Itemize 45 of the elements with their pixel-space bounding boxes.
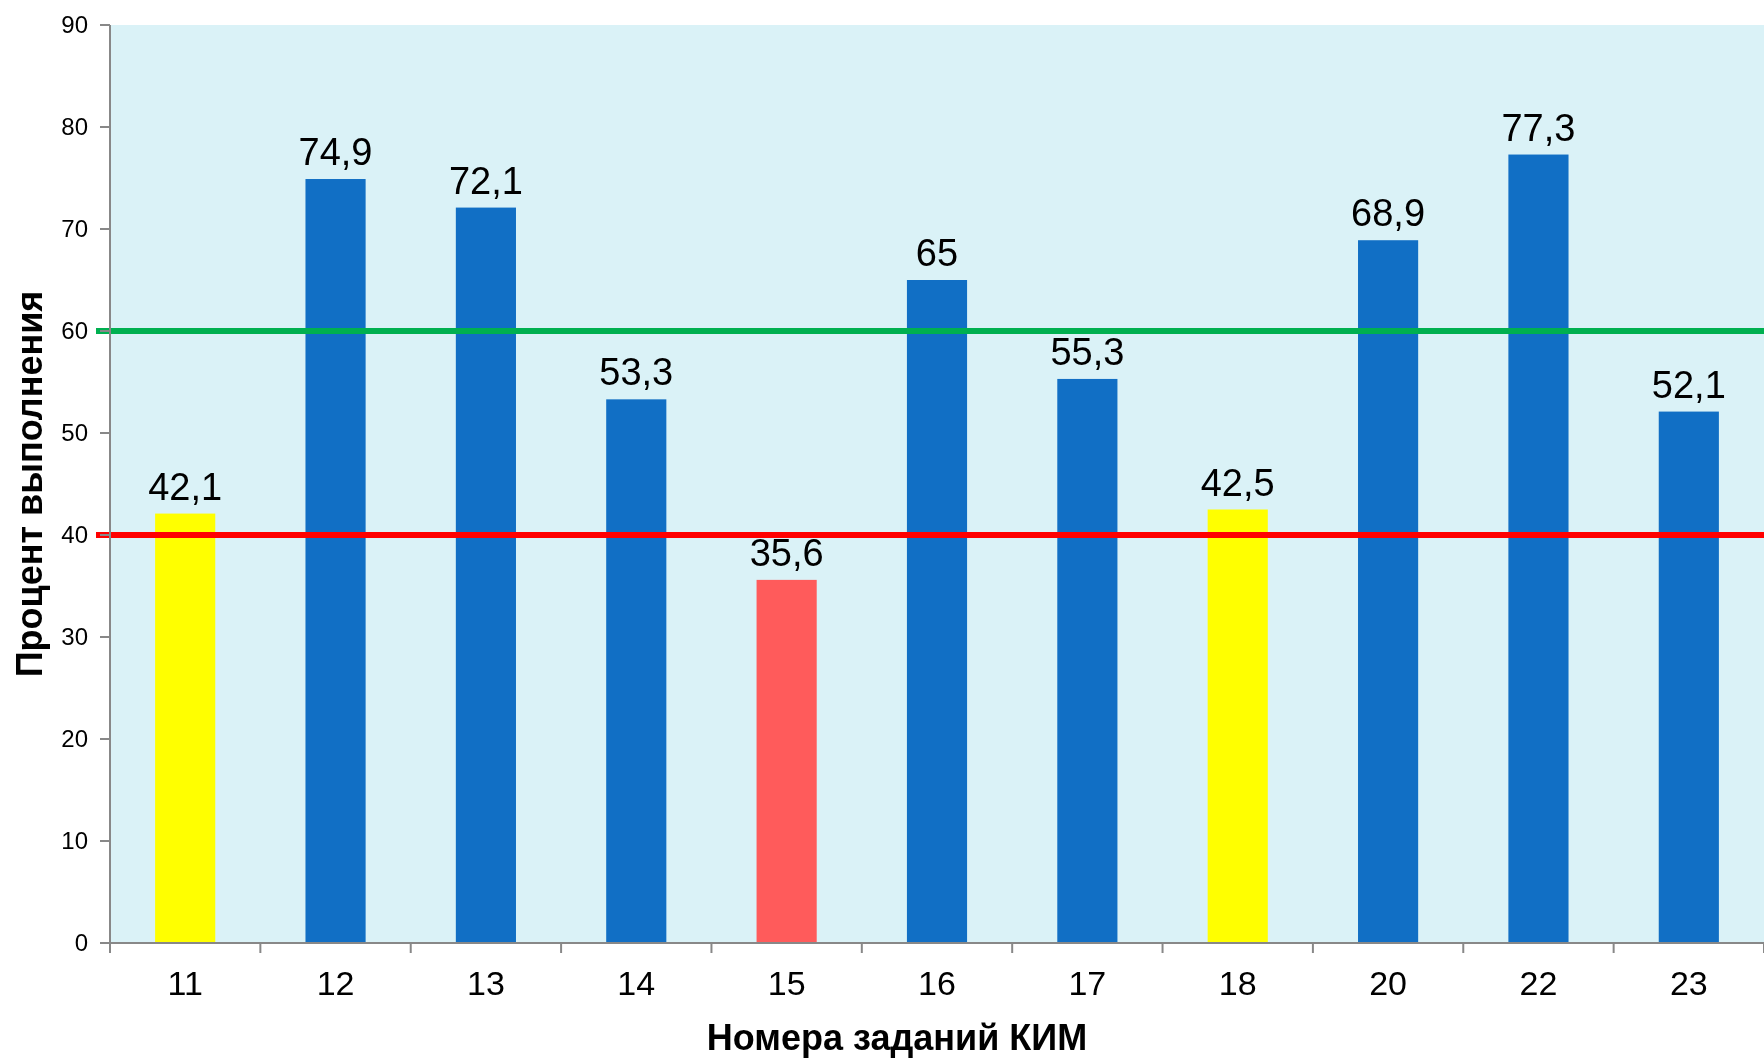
x-tick-label: 15	[767, 964, 806, 1002]
x-tick-label: 17	[1068, 964, 1107, 1002]
x-tick-label: 20	[1369, 964, 1408, 1002]
data-label: 35,6	[749, 531, 824, 574]
data-label: 72,1	[448, 159, 523, 202]
x-tick-label: 18	[1218, 964, 1257, 1002]
bar	[1057, 378, 1118, 943]
bar	[1207, 509, 1268, 943]
x-tick-label: 22	[1519, 964, 1558, 1002]
bar	[455, 207, 516, 943]
bar	[756, 579, 817, 943]
y-axis-title: Процент выполнения	[9, 290, 50, 678]
data-label: 77,3	[1501, 106, 1576, 149]
x-tick-label: 13	[467, 964, 505, 1002]
bar	[1658, 411, 1719, 943]
data-label: 53,3	[599, 351, 674, 394]
bar	[906, 280, 968, 943]
x-tick-label: 12	[316, 964, 355, 1002]
x-tick-label: 11	[167, 964, 203, 1002]
data-label: 55,3	[1050, 330, 1125, 373]
x-tick-label: 16	[918, 964, 956, 1002]
bar	[305, 179, 366, 943]
data-label: 65	[915, 232, 959, 274]
data-label: 42,1	[148, 465, 223, 508]
data-label: 42,5	[1200, 461, 1275, 504]
y-tick-label: 10	[61, 827, 88, 855]
bar	[155, 513, 216, 943]
y-tick-label: 80	[61, 113, 88, 141]
bar	[1358, 240, 1419, 943]
bar	[606, 399, 667, 943]
data-label: 74,9	[298, 131, 373, 174]
y-tick-label: 50	[61, 419, 88, 447]
y-tick-label: 70	[61, 215, 88, 243]
y-tick-label: 60	[61, 317, 88, 345]
x-tick-label: 23	[1669, 964, 1708, 1002]
y-tick-label: 20	[61, 725, 88, 753]
x-tick-label: 14	[617, 964, 656, 1002]
y-tick-label: 0	[74, 929, 88, 957]
y-tick-label: 90	[61, 11, 88, 39]
data-label: 68,9	[1351, 192, 1426, 235]
y-tick-label: 40	[61, 521, 88, 549]
y-tick-label: 30	[61, 623, 88, 651]
x-axis-title: Номера заданий КИМ	[706, 1017, 1088, 1058]
data-label: 52,1	[1651, 363, 1726, 406]
bar	[1508, 154, 1569, 943]
